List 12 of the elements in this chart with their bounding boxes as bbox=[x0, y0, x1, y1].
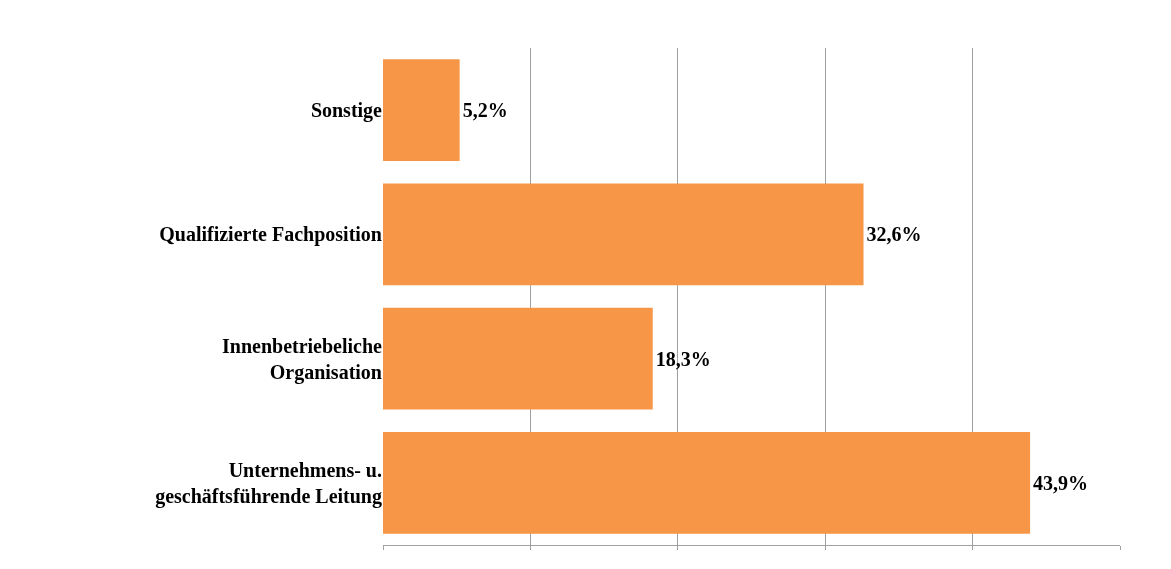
y-tick-label: Unternehmens- u. geschäftsführende Leitung bbox=[155, 458, 382, 508]
data-label: 18,3% bbox=[655, 347, 711, 370]
bar bbox=[383, 183, 864, 286]
bar bbox=[383, 307, 653, 410]
bar bbox=[383, 431, 1031, 534]
bar bbox=[383, 59, 460, 162]
data-label: 5,2% bbox=[462, 99, 508, 122]
y-tick-label: Qualifizierte Fachposition bbox=[159, 223, 382, 247]
y-tick-label: Sonstige bbox=[310, 99, 383, 123]
data-label: 32,6% bbox=[866, 223, 922, 246]
data-label: 43,9% bbox=[1033, 471, 1089, 494]
y-tick-label: Innenbetriebeliche Organisation bbox=[222, 334, 383, 384]
